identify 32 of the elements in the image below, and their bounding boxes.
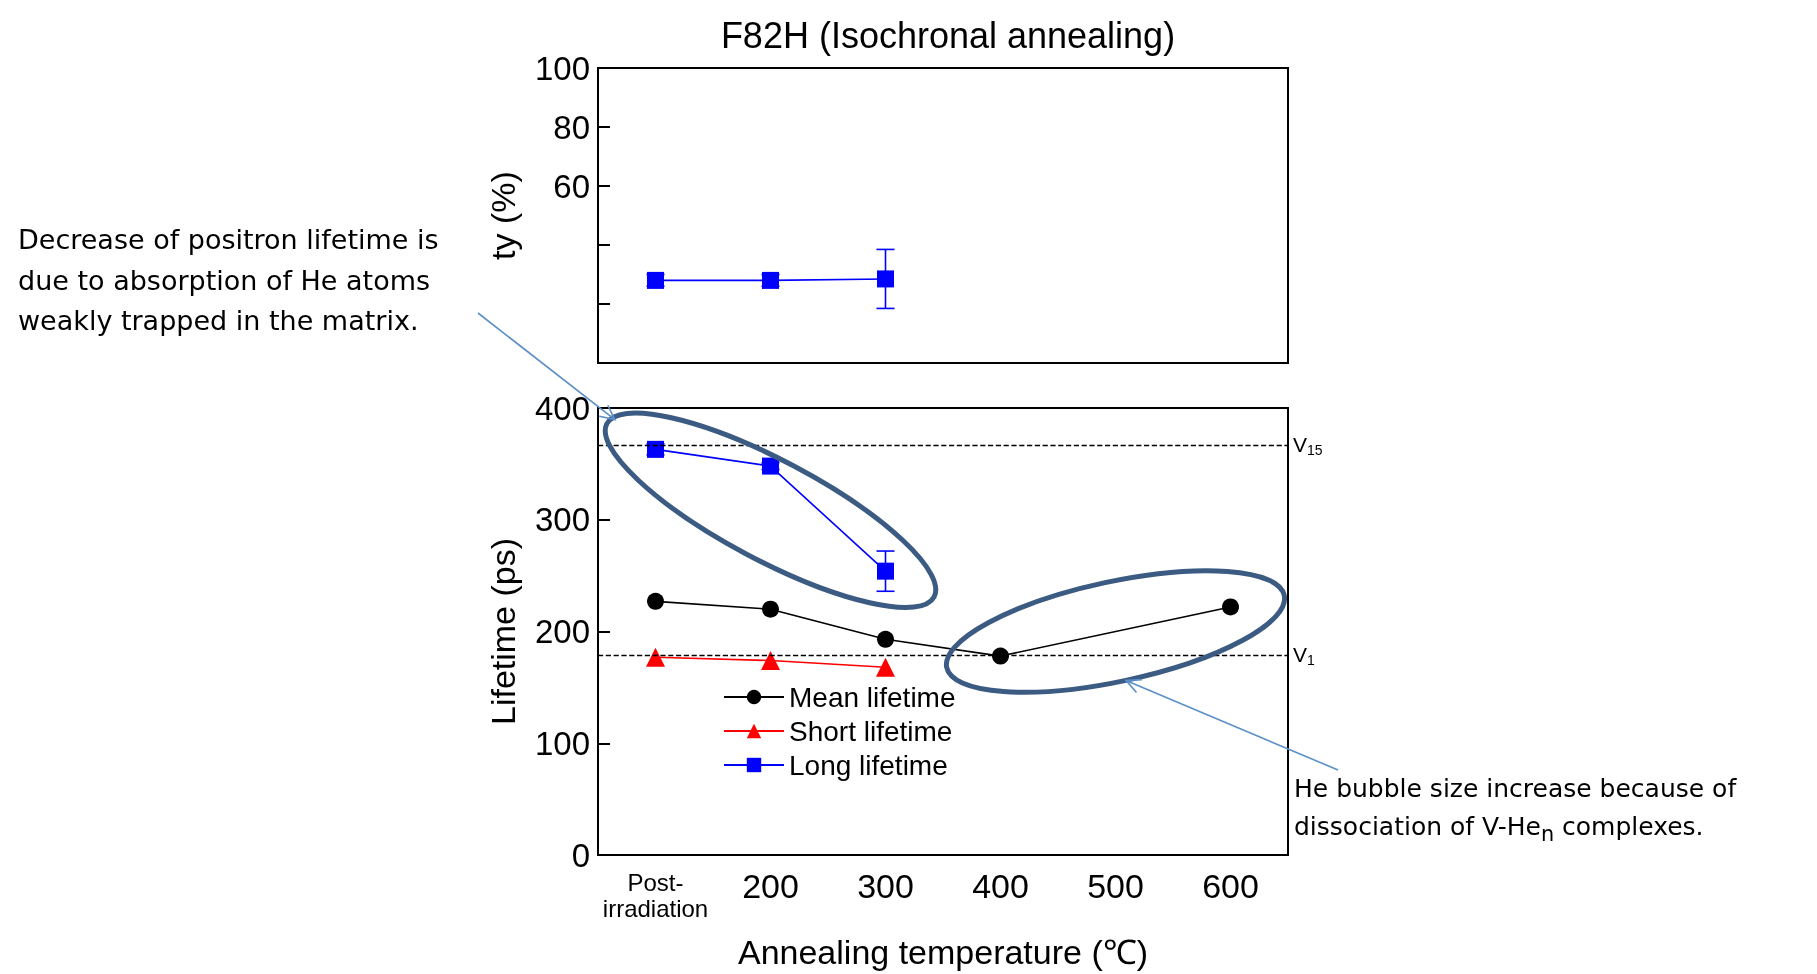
chart-title: F82H (Isochronal annealing) [720,14,1176,56]
y-tick-label: 200 [534,613,590,650]
y-axis-title: Lifetime (ps) [484,537,522,726]
x-tick-label: 400 [972,867,1029,905]
point [992,647,1009,665]
x-tick-label: 300 [857,867,914,905]
y-tick-label: 60 [553,167,590,205]
text: Decrease of positron lifetime is due to absorption of He atoms weakly trapped in the matrix. [18,224,439,336]
point [1222,598,1239,616]
y-tick-label: 80 [553,108,590,146]
y-tick-label: 0 [571,836,590,874]
x-tick-label: Post-irradiation [602,868,709,922]
legend-label: Long lifetime [789,749,948,781]
legend-label: Short lifetime [789,715,953,747]
y-tick-label: 400 [534,389,590,427]
y-axis-title: ty (%) [484,171,522,260]
point [646,647,665,667]
legend-label: Mean lifetime [789,681,956,713]
point [877,562,894,580]
point [761,651,780,671]
x-tick-label: 200 [742,867,799,905]
x-axis-title: Annealing temperature (℃) [737,933,1149,971]
x-tick-label: 500 [1087,867,1144,905]
point [876,657,895,677]
text: He bubble size increase because of dissociation of V-He$_{n}$ complexes. [1294,770,1809,850]
point [647,592,664,610]
y-tick-label: 100 [534,49,590,87]
x-tick-label: 600 [1202,867,1259,905]
point [877,630,894,648]
point [762,600,779,618]
y-tick-label: 300 [534,501,590,539]
y-tick-label: 100 [534,724,590,762]
